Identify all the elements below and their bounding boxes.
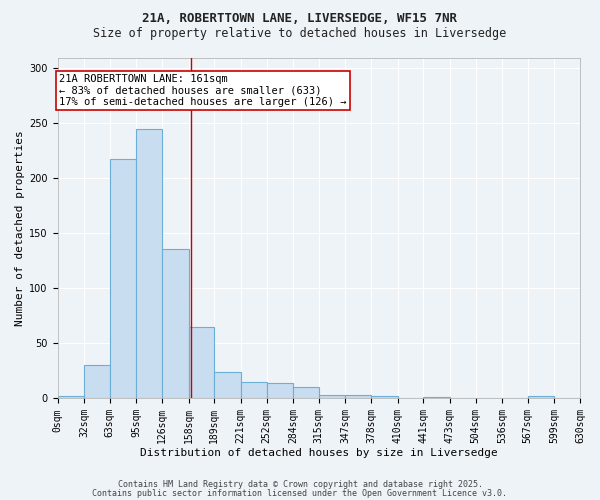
Text: Contains HM Land Registry data © Crown copyright and database right 2025.: Contains HM Land Registry data © Crown c… <box>118 480 482 489</box>
Bar <box>319 395 345 398</box>
Bar <box>214 372 241 398</box>
Bar <box>58 396 84 398</box>
X-axis label: Distribution of detached houses by size in Liversedge: Distribution of detached houses by size … <box>140 448 497 458</box>
Y-axis label: Number of detached properties: Number of detached properties <box>15 130 25 326</box>
Bar <box>110 158 136 398</box>
Text: Size of property relative to detached houses in Liversedge: Size of property relative to detached ho… <box>94 28 506 40</box>
Text: 21A, ROBERTTOWN LANE, LIVERSEDGE, WF15 7NR: 21A, ROBERTTOWN LANE, LIVERSEDGE, WF15 7… <box>143 12 458 26</box>
Bar <box>162 249 188 398</box>
Text: Contains public sector information licensed under the Open Government Licence v3: Contains public sector information licen… <box>92 488 508 498</box>
Bar <box>241 382 266 398</box>
Bar <box>528 396 554 398</box>
Bar <box>371 396 398 398</box>
Bar <box>345 395 371 398</box>
Bar <box>266 383 293 398</box>
Bar <box>84 366 110 398</box>
Bar <box>188 327 214 398</box>
Bar <box>136 129 162 398</box>
Bar <box>293 388 319 398</box>
Text: 21A ROBERTTOWN LANE: 161sqm
← 83% of detached houses are smaller (633)
17% of se: 21A ROBERTTOWN LANE: 161sqm ← 83% of det… <box>59 74 347 107</box>
